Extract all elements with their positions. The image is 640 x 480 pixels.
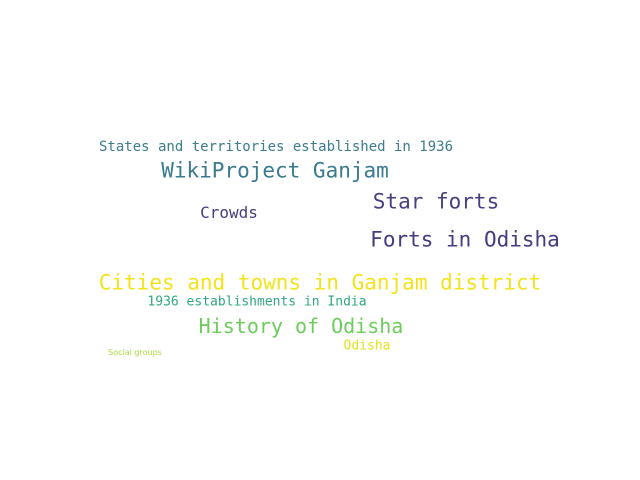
word-history-of-odisha: History of Odisha	[198, 314, 404, 338]
word-cities-and-towns: Cities and towns in Ganjam district	[98, 270, 542, 295]
word-wikiproject-ganjam: WikiProject Ganjam	[161, 158, 389, 183]
word-states-and-territories: States and territories established in 19…	[98, 139, 454, 155]
word-odisha: Odisha	[343, 338, 391, 354]
word-crowds: Crowds	[200, 203, 258, 222]
word-social-groups: Social groups	[108, 348, 162, 357]
word-star-forts: Star forts	[372, 189, 500, 214]
word-forts-in-odisha: Forts in Odisha	[370, 227, 560, 252]
word-1936-establishments: 1936 establishments in India	[147, 294, 367, 310]
